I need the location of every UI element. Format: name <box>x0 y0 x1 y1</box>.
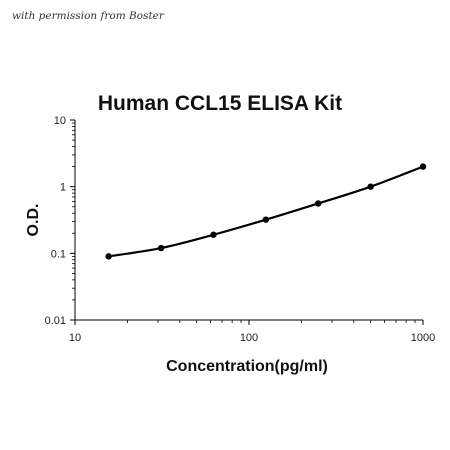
x-tick-label: 1000 <box>411 332 435 344</box>
data-point <box>367 183 374 190</box>
y-tick-label: 10 <box>54 115 66 127</box>
y-tick-label: 1 <box>60 182 66 194</box>
x-tick-label: 100 <box>240 332 258 344</box>
data-point <box>315 200 322 207</box>
ticks: 0.01 0.1 1 10 10 100 1000 <box>45 115 436 344</box>
data-point <box>262 216 270 223</box>
series-line <box>108 165 424 258</box>
x-tick-label: 10 <box>69 332 81 344</box>
y-tick-label: 0.1 <box>51 248 66 260</box>
data-point <box>419 163 427 170</box>
data-point <box>105 253 112 260</box>
y-axis-label: O.D. <box>25 204 42 237</box>
data-point <box>157 244 165 252</box>
chart-title: Human CCL15 ELISA Kit <box>98 92 342 115</box>
watermark-text: with permission from Boster <box>12 10 164 22</box>
data-point <box>210 231 217 238</box>
axes <box>74 120 423 321</box>
y-tick-label: 0.01 <box>45 315 66 327</box>
data-series <box>105 163 427 260</box>
x-axis-label: Concentration(pg/ml) <box>166 358 328 375</box>
